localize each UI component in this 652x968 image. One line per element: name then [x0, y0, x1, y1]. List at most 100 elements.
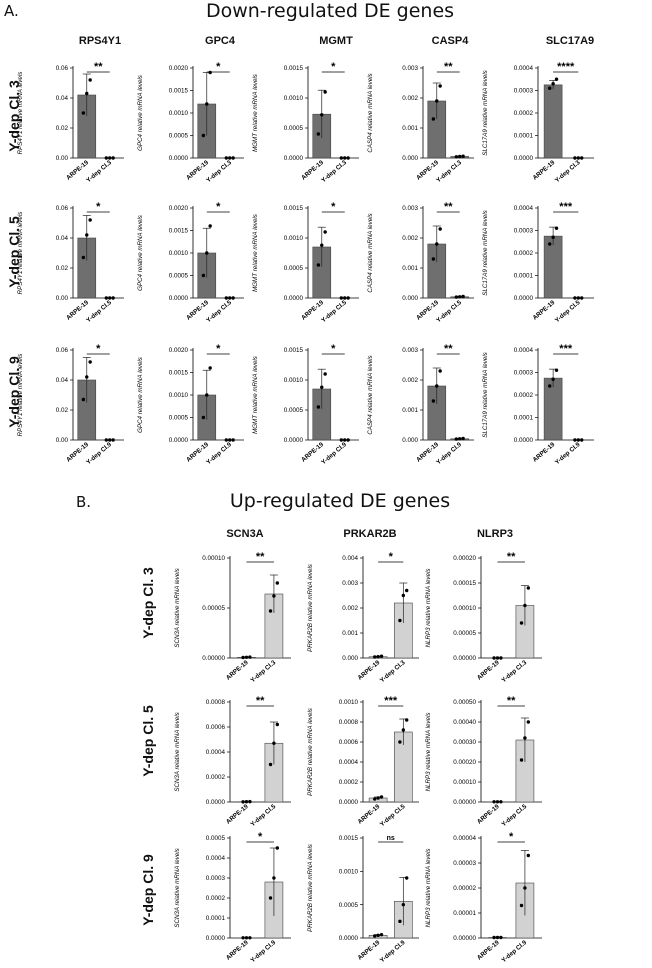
chart-18-point-0-0 — [241, 800, 245, 804]
chart-4-xtick-label-1: Y-dep Cl.3 — [554, 159, 582, 184]
chart-10-ytick-label-1: 0.02 — [56, 407, 69, 414]
chart-11-point-0-1 — [205, 393, 209, 397]
chart-12-point-1-1 — [343, 438, 347, 442]
chart-22-point-1-2 — [405, 876, 409, 880]
chart-20-point-0-0 — [492, 800, 496, 804]
chart-16-ytick-label-3: 0.003 — [342, 580, 358, 587]
chart-6-ytick-label-4: 0.0020 — [169, 205, 189, 212]
chart-14-bar-0 — [543, 377, 563, 441]
chart-18-point-0-1 — [244, 800, 249, 804]
chart-14-point-0-2 — [554, 368, 559, 372]
chart-7-ytick-label-0: 0.0000 — [284, 295, 304, 302]
chart-2-point-1-1 — [343, 156, 347, 160]
chart-3-point-1-1 — [458, 154, 462, 159]
chart-4-ytick-label-1: 0.0001 — [514, 133, 534, 140]
chart-23-xtick-label-0: ARPE-19 — [476, 939, 501, 962]
gene-name-gpc4: GPC4 — [205, 35, 235, 47]
chart-4-point-0-2 — [554, 77, 559, 81]
chart-21-point-0-1 — [244, 936, 249, 940]
chart-11-point-1-2 — [231, 438, 235, 442]
chart-21-ylabel: SCN3A relative mRNA levels — [174, 848, 181, 927]
chart-16-ytick-label-1: 0.001 — [342, 630, 358, 637]
chart-22-ytick-label-3: 0.0015 — [339, 835, 359, 842]
chart-9-ylabel: SLC17A9 relative mRNA levels — [482, 210, 489, 295]
chart-22-point-0-1 — [376, 933, 380, 938]
chart-22-point-0-2 — [379, 932, 384, 937]
chart-prkar2b-cl5: PRKAR2B relative mRNA levels 0.0000 0.0002… — [307, 695, 419, 828]
chart-13-point-1-0 — [454, 437, 459, 441]
chart-18-xtick-label-0: ARPE-19 — [225, 803, 250, 826]
chart-6-point-0-0 — [201, 273, 206, 278]
chart-12-ytick-label-1: 0.0005 — [284, 407, 304, 414]
chart-0-point-0-0 — [81, 111, 86, 115]
chart-11-ylabel: GPC4 relative mRNA levels — [137, 357, 144, 433]
chart-13-point-0-2 — [438, 369, 442, 373]
chart-18-ytick-label-1: 0.0002 — [206, 774, 226, 781]
chart-8-ytick-label-3: 0.003 — [402, 205, 418, 212]
chart-17-point-0-2 — [499, 656, 503, 660]
chart-19-point-0-1 — [376, 796, 380, 800]
chart-20-ytick-label-1: 0.00010 — [453, 779, 476, 786]
chart-12-point-0-2 — [323, 372, 327, 376]
chart-17-ytick-label-3: 0.00015 — [453, 580, 476, 587]
chart-7-point-1-0 — [339, 296, 344, 300]
chart-19-point-1-2 — [405, 718, 409, 722]
chart-3-point-0-1 — [435, 99, 439, 103]
chart-20-ytick-label-5: 0.00050 — [453, 699, 476, 706]
chart-2-ytick-label-0: 0.0000 — [284, 155, 304, 162]
chart-1-sig-label: * — [216, 61, 221, 73]
chart-17-point-1-2 — [526, 586, 531, 590]
chart-8-ytick-label-2: 0.002 — [402, 235, 418, 242]
chart-19-ytick-label-3: 0.0006 — [339, 739, 359, 746]
chart-1-point-0-2 — [208, 70, 212, 75]
chart-17-xtick-label-0: ARPE-19 — [476, 659, 501, 682]
chart-17-ytick-label-4: 0.00020 — [453, 555, 476, 562]
chart-16-point-1-0 — [398, 618, 402, 623]
chart-4-bar-0 — [543, 84, 563, 159]
chart-14-point-1-1 — [576, 438, 581, 442]
chart-5-point-1-2 — [111, 296, 115, 300]
chart-mgmt-cl3: MGMT relative mRNA levels 0.0000 0.0005 0.0… — [252, 61, 359, 184]
chart-6-point-0-1 — [205, 251, 209, 255]
chart-1-ytick-label-1: 0.0005 — [169, 133, 189, 140]
chart-19-ylabel: PRKAR2B relative mRNA levels — [307, 708, 314, 796]
chart-23-point-0-1 — [495, 935, 500, 940]
chart-15-xtick-label-1: Y-dep Cl.3 — [249, 659, 277, 684]
chart-2-xtick-label-1: Y-dep Cl.3 — [320, 159, 348, 184]
chart-22-point-1-1 — [401, 902, 406, 907]
chart-16-point-1-2 — [405, 588, 409, 593]
chart-3-ytick-label-3: 0.003 — [402, 65, 418, 72]
chart-4-ytick-label-2: 0.0002 — [514, 110, 534, 117]
chart-14-ytick-label-4: 0.0004 — [514, 347, 534, 354]
chart-4-point-1-0 — [573, 156, 577, 160]
chart-6-ytick-label-3: 0.0015 — [169, 228, 189, 235]
chart-2-point-0-1 — [320, 113, 324, 117]
chart-19-ytick-label-4: 0.0008 — [339, 719, 359, 726]
chart-1-ytick-label-2: 0.0010 — [169, 110, 189, 117]
chart-2-ytick-label-2: 0.0010 — [284, 95, 304, 102]
chart-21-point-1-0 — [268, 896, 273, 900]
chart-8-sig-label: ** — [444, 201, 453, 213]
chart-17-ytick-label-0: 0.00000 — [453, 655, 476, 662]
section-b-title: Up-regulated DE genes — [229, 490, 451, 512]
chart-13-xtick-label-1: Y-dep Cl.9 — [435, 441, 463, 466]
chart-12-point-1-2 — [346, 438, 350, 442]
chart-16-point-1-1 — [401, 593, 406, 598]
chart-4-point-1-1 — [576, 156, 581, 160]
chart-15-point-1-2 — [275, 581, 280, 585]
section-a-letter: A. — [4, 2, 19, 20]
chart-3-ytick-label-2: 0.002 — [402, 95, 418, 102]
chart-11-point-0-2 — [208, 366, 212, 370]
chart-1-point-1-0 — [224, 156, 229, 160]
gene-name-scn3a: SCN3A — [226, 528, 264, 540]
chart-16-ytick-label-2: 0.002 — [342, 605, 358, 612]
chart-23-point-0-2 — [499, 935, 503, 940]
chart-23-xtick-label-1: Y-dep Cl.9 — [500, 939, 528, 964]
chart-scn3a-cl5: SCN3A relative mRNA levels 0.0000 0.0002 0.… — [174, 695, 291, 828]
chart-19-ytick-label-5: 0.0010 — [339, 699, 359, 706]
chart-4-ytick-label-4: 0.0004 — [514, 65, 534, 72]
chart-6-xtick-label-1: Y-dep Cl.5 — [205, 299, 233, 324]
chart-18-ytick-label-0: 0.0000 — [206, 799, 226, 806]
chart-8-ytick-label-1: 0.001 — [402, 265, 418, 272]
chart-1-point-1-1 — [228, 156, 232, 160]
